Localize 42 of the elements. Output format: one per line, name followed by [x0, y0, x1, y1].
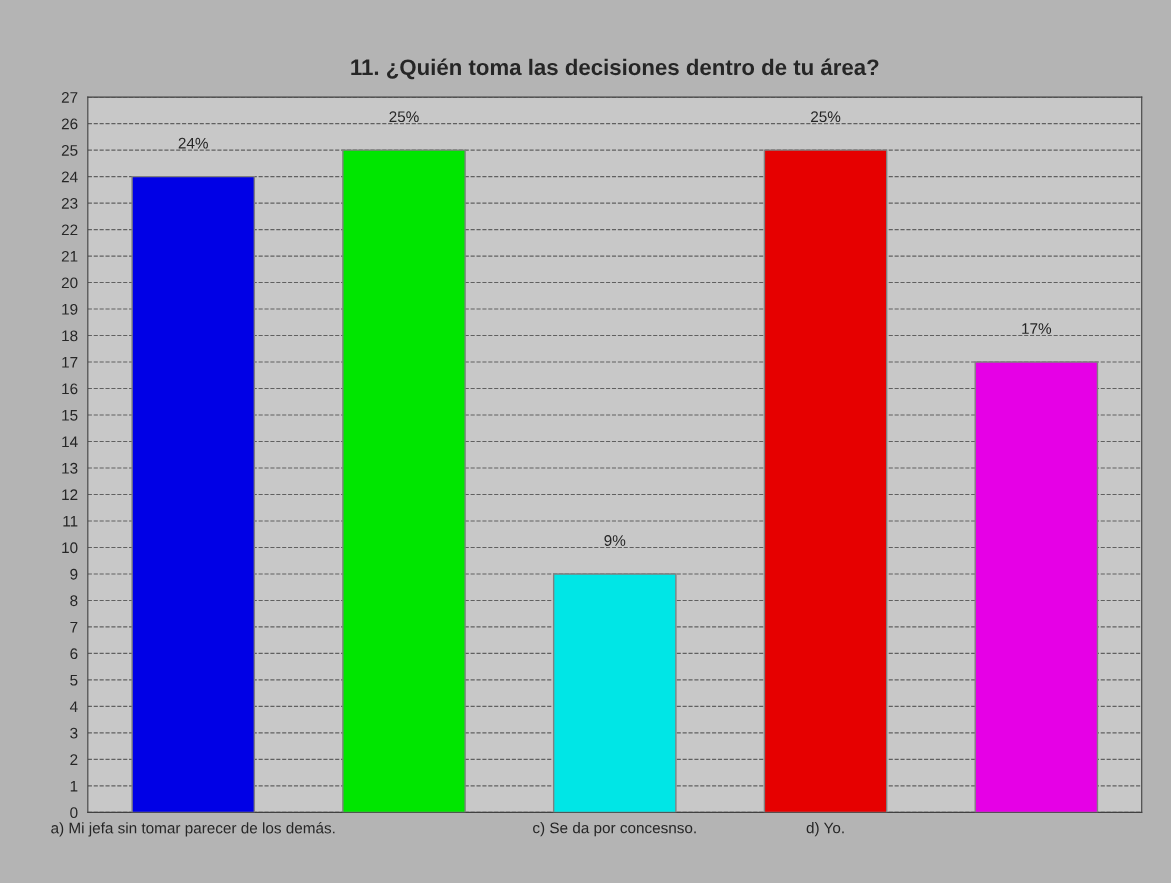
data-label: 25% [811, 111, 841, 123]
y-tick-label: 9 [70, 568, 78, 580]
data-label: 9% [604, 535, 626, 546]
y-tick-label: 12 [62, 489, 78, 501]
x-tick-label: a) Mi jefa sin tomar parecer de los demás. [51, 822, 335, 837]
y-tick-label: 20 [61, 277, 78, 289]
y-tick-label: 21 [61, 250, 78, 262]
bar [552, 573, 677, 813]
y-tick-label: 26 [61, 118, 78, 130]
x-tick-label: d) Yo. [806, 822, 844, 837]
y-tick-label: 15 [62, 410, 78, 421]
y-tick-label: 23 [61, 197, 78, 209]
y-tick-label: 27 [61, 92, 78, 103]
y-tick-label: 22 [61, 224, 78, 236]
y-tick-label: 4 [69, 701, 78, 712]
y-tick-label: 1 [70, 780, 78, 792]
y-tick-label: 11 [63, 516, 78, 527]
y-tick-label: 2 [70, 754, 78, 765]
y-tick-label: 8 [70, 595, 78, 607]
y-tick-label: 3 [70, 727, 78, 739]
bar [763, 149, 888, 813]
y-tick-label: 6 [70, 648, 78, 660]
x-tick-label: c) Se da por concesnso. [533, 822, 696, 837]
y-tick-label: 13 [62, 462, 78, 474]
data-label: 25% [389, 111, 419, 123]
y-tick-label: 7 [70, 621, 78, 633]
y-tick-label: 18 [62, 330, 78, 342]
data-label: 24% [178, 137, 208, 149]
data-label: 17% [1022, 323, 1052, 334]
bar [974, 361, 1099, 813]
y-tick-label: 14 [62, 436, 78, 448]
y-tick-label: 0 [70, 807, 78, 819]
y-tick-label: 5 [70, 674, 78, 686]
bar [342, 149, 466, 813]
y-tick-label: 19 [62, 303, 78, 315]
y-tick-label: 16 [62, 383, 78, 395]
y-tick-label: 24 [61, 171, 78, 183]
chart-title: 11. ¿Quién toma las decisiones dentro de tu área? [351, 58, 879, 80]
y-tick-label: 25 [61, 144, 78, 156]
y-tick-label: 10 [62, 542, 78, 554]
bar [131, 175, 256, 813]
y-tick-label: 17 [62, 357, 78, 368]
